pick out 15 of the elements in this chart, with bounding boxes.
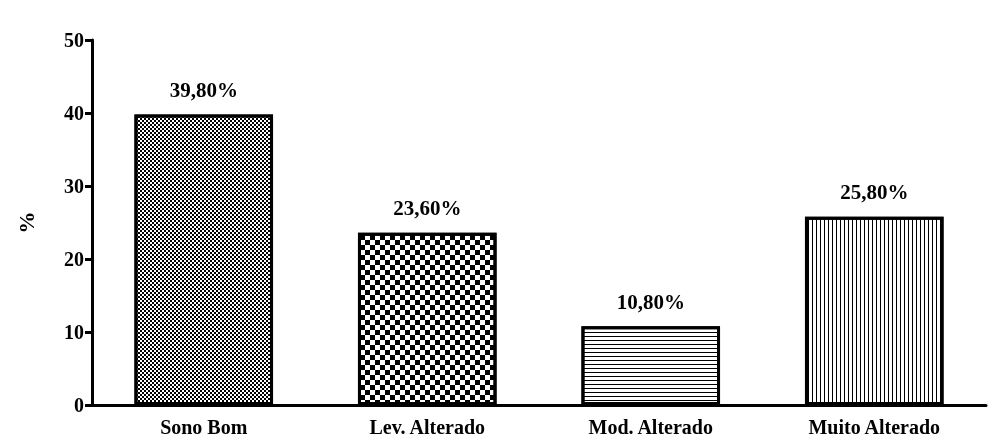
x-tick-label: Muito Alterado [808,416,941,438]
data-label: 39,80% [169,77,238,102]
y-tick-label: 10 [64,321,84,343]
x-tick-label: Lev. Alterado [369,416,486,438]
y-axis-title: % [13,211,39,234]
y-tick-label: 50 [64,29,84,51]
x-tick-label: Mod. Alterado [588,416,713,438]
data-label: 10,80% [616,289,685,314]
y-tick-label: 30 [64,175,84,197]
y-tick-label: 40 [64,102,84,124]
x-tick-label: Sono Bom [160,416,248,438]
y-tick-label: 20 [64,248,84,270]
data-label: 23,60% [393,196,462,221]
data-label: 25,80% [840,180,909,205]
y-tick-label: 0 [74,394,84,416]
